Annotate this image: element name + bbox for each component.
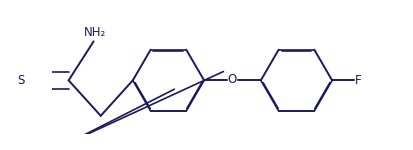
Text: NH₂: NH₂	[84, 26, 106, 39]
Text: O: O	[228, 73, 237, 86]
Text: F: F	[355, 74, 362, 87]
Text: S: S	[17, 74, 24, 87]
